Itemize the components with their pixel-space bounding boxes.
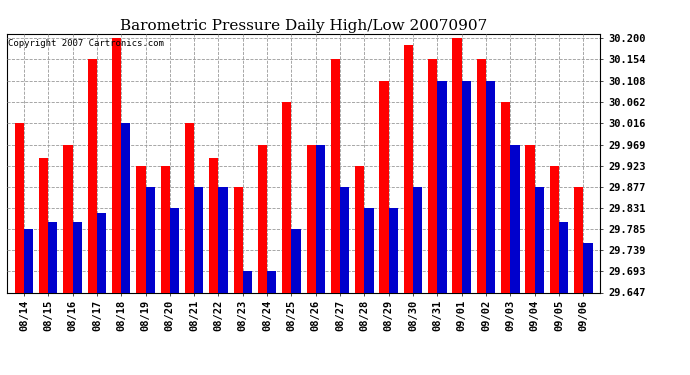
Bar — [501, 102, 511, 292]
Bar — [413, 187, 422, 292]
Bar — [559, 222, 568, 292]
Bar — [550, 166, 559, 292]
Bar — [97, 213, 106, 292]
Bar — [121, 123, 130, 292]
Bar — [39, 158, 48, 292]
Bar — [404, 45, 413, 292]
Bar — [146, 187, 155, 292]
Bar — [233, 187, 243, 292]
Bar — [525, 144, 535, 292]
Bar — [161, 166, 170, 292]
Bar — [209, 158, 219, 292]
Bar — [219, 187, 228, 292]
Bar — [486, 81, 495, 292]
Bar — [388, 208, 398, 292]
Bar — [437, 81, 446, 292]
Bar — [477, 60, 486, 292]
Bar — [340, 187, 349, 292]
Bar — [535, 187, 544, 292]
Bar — [72, 222, 82, 292]
Bar — [453, 38, 462, 292]
Bar — [306, 144, 316, 292]
Bar — [462, 81, 471, 292]
Bar — [48, 222, 57, 292]
Text: Copyright 2007 Cartronics.com: Copyright 2007 Cartronics.com — [8, 39, 164, 48]
Bar — [24, 229, 33, 292]
Bar — [574, 187, 583, 292]
Bar — [291, 229, 301, 292]
Bar — [88, 60, 97, 292]
Bar — [112, 38, 121, 292]
Bar — [258, 144, 267, 292]
Bar — [63, 144, 72, 292]
Bar — [428, 60, 437, 292]
Bar — [137, 166, 146, 292]
Bar — [194, 187, 204, 292]
Bar — [316, 144, 325, 292]
Bar — [380, 81, 388, 292]
Title: Barometric Pressure Daily High/Low 20070907: Barometric Pressure Daily High/Low 20070… — [120, 19, 487, 33]
Bar — [583, 243, 593, 292]
Bar — [364, 208, 374, 292]
Bar — [185, 123, 194, 292]
Bar — [331, 60, 340, 292]
Bar — [243, 272, 252, 292]
Bar — [14, 123, 24, 292]
Bar — [170, 208, 179, 292]
Bar — [267, 272, 277, 292]
Bar — [355, 166, 364, 292]
Bar — [282, 102, 291, 292]
Bar — [511, 144, 520, 292]
